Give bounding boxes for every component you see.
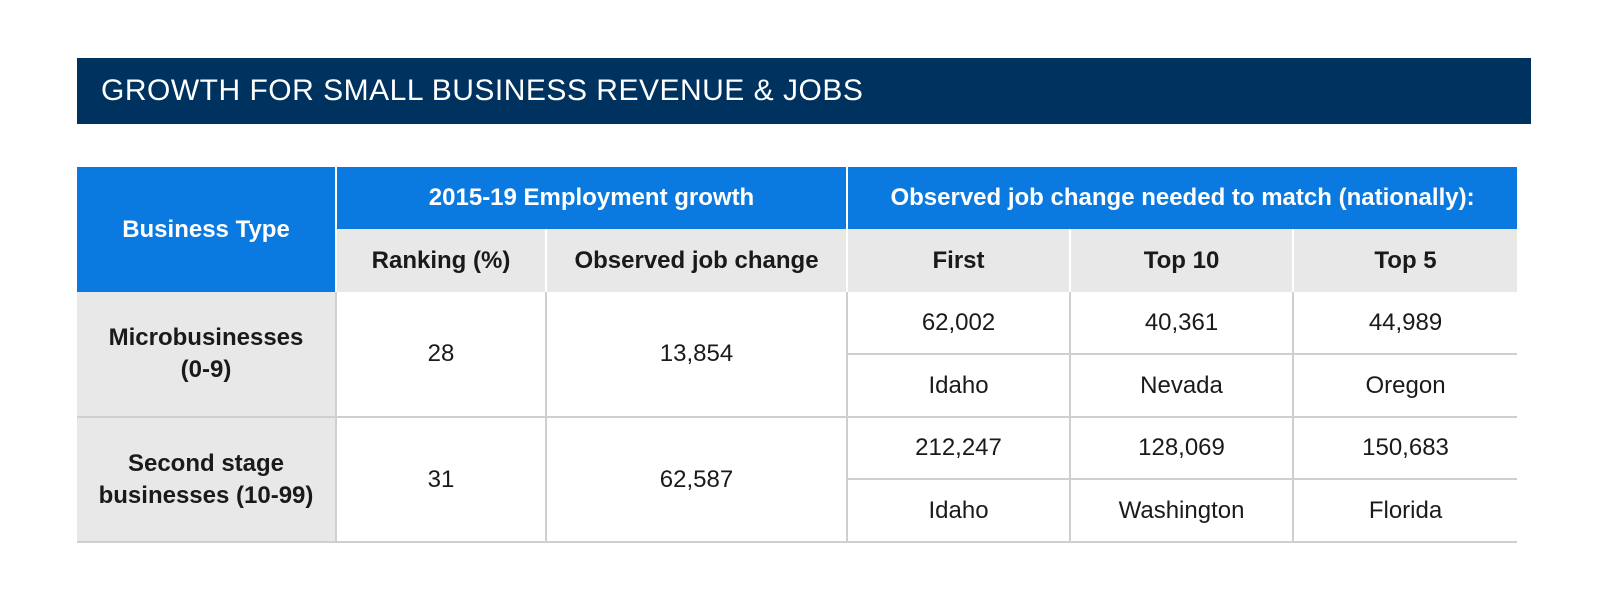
cell-top5-value: 150,683 [1292,417,1518,480]
column-header-top5: Top 5 [1292,229,1518,292]
row-label-text: Second stage businesses (10-99) [98,449,314,509]
cell-first-state: Idaho [846,479,1071,543]
cell-observed-job-change: 13,854 [544,292,848,418]
column-header-first: First [846,229,1071,292]
cell-observed-job-change: 62,587 [544,417,848,543]
cell-top10-state: Washington [1069,479,1294,543]
cell-ranking: 28 [335,292,546,418]
cell-top5-value: 44,989 [1292,292,1518,355]
header-business-type: Business Type [77,167,336,292]
row-label-microbusinesses: Microbusinesses (0-9) [77,292,336,418]
cell-first-value: 212,247 [846,417,1071,480]
cell-top5-state: Oregon [1292,354,1518,418]
column-header-ranking: Ranking (%) [335,229,546,292]
row-label-text: Microbusinesses (0-9) [108,324,304,383]
header-match-nationally: Observed job change needed to match (nat… [846,167,1518,229]
column-header-top10: Top 10 [1069,229,1294,292]
cell-top5-state: Florida [1292,479,1518,543]
cell-top10-state: Nevada [1069,354,1294,418]
page-title: GROWTH FOR SMALL BUSINESS REVENUE & JOBS [101,74,864,107]
cell-first-value: 62,002 [846,292,1071,355]
data-table: Business Type 2015-19 Employment growth … [77,167,1518,543]
column-header-observed-job-change: Observed job change [544,229,848,292]
cell-top10-value: 40,361 [1069,292,1294,355]
header-employment-growth: 2015-19 Employment growth [334,167,848,229]
title-banner: GROWTH FOR SMALL BUSINESS REVENUE & JOBS [77,58,1531,124]
row-label-second-stage: Second stage businesses (10-99) [77,417,336,543]
cell-first-state: Idaho [846,354,1071,418]
cell-top10-value: 128,069 [1069,417,1294,480]
cell-ranking: 31 [335,417,546,543]
